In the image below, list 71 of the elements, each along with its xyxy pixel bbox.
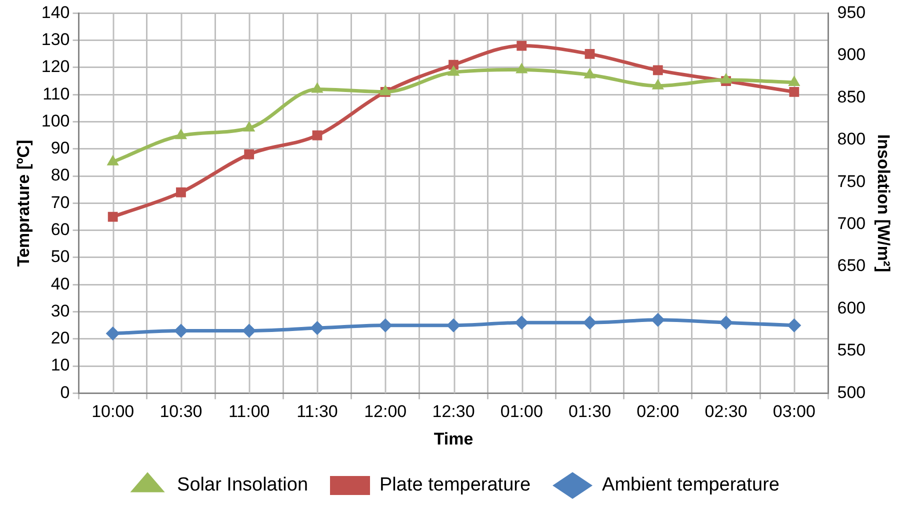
y-tick-label: 60 bbox=[50, 220, 70, 240]
x-tick-label: 02:00 bbox=[636, 402, 680, 422]
point bbox=[584, 68, 596, 78]
point bbox=[787, 318, 802, 332]
x-axis-title: Time bbox=[434, 429, 474, 448]
y-tick-label: 30 bbox=[50, 301, 70, 320]
x-tick-label: 01:30 bbox=[568, 402, 612, 422]
point bbox=[584, 48, 595, 59]
point bbox=[106, 326, 120, 340]
point bbox=[174, 324, 188, 338]
y-tick-label: 20 bbox=[50, 328, 70, 348]
y2-tick-label: 800 bbox=[837, 130, 866, 149]
x-tick-label: 02:30 bbox=[704, 402, 748, 422]
y-tick-label: 10 bbox=[50, 356, 70, 375]
x-tick-label: 03:00 bbox=[772, 402, 816, 422]
point bbox=[516, 40, 527, 51]
x-tick-label: 12:30 bbox=[432, 402, 475, 422]
y-tick-label: 40 bbox=[50, 274, 70, 294]
y-tick-label: 0 bbox=[60, 382, 70, 402]
legend-label: Solar Insolation bbox=[177, 474, 308, 496]
x-tick-label: 12:00 bbox=[364, 402, 407, 422]
point bbox=[788, 75, 800, 86]
y2-tick-label: 950 bbox=[837, 2, 866, 22]
y2-tick-label: 600 bbox=[837, 298, 866, 318]
x-tick-label: 11:00 bbox=[228, 402, 270, 422]
point bbox=[719, 316, 734, 330]
y2-axis-title: Insolation [W/m²] bbox=[874, 134, 894, 272]
point bbox=[108, 212, 118, 222]
point bbox=[446, 318, 460, 332]
point bbox=[514, 316, 529, 330]
point bbox=[174, 128, 188, 140]
y2-tick-label: 850 bbox=[837, 87, 866, 106]
point bbox=[516, 62, 528, 74]
y-tick-label: 130 bbox=[41, 30, 70, 50]
point bbox=[789, 86, 800, 97]
point bbox=[650, 312, 665, 327]
y-tick-label: 120 bbox=[41, 57, 70, 76]
x-tick-label: 01:00 bbox=[500, 402, 543, 422]
y-axis-title: Temprature [ºC] bbox=[14, 140, 33, 267]
point bbox=[106, 154, 119, 166]
point bbox=[378, 318, 392, 332]
x-tick-label: 10:00 bbox=[92, 402, 134, 422]
y2-tick-label: 550 bbox=[837, 340, 866, 360]
point bbox=[310, 321, 324, 336]
point bbox=[176, 187, 186, 198]
y-tick-label: 100 bbox=[41, 111, 70, 130]
y-tick-label: 90 bbox=[50, 138, 70, 158]
y2-tick-label: 650 bbox=[837, 256, 866, 276]
point bbox=[242, 324, 256, 338]
point bbox=[652, 65, 663, 76]
y2-tick-label: 500 bbox=[837, 382, 866, 402]
point bbox=[447, 65, 460, 76]
y2-tick-label: 900 bbox=[837, 45, 866, 64]
point bbox=[243, 121, 256, 132]
point bbox=[244, 149, 254, 160]
legend-label: Plate temperature bbox=[380, 474, 531, 496]
y-tick-label: 50 bbox=[50, 247, 70, 266]
y-tick-label: 80 bbox=[50, 166, 70, 185]
y-tick-label: 110 bbox=[42, 84, 70, 104]
legend-label: Ambient temperature bbox=[602, 474, 780, 496]
point bbox=[311, 82, 324, 93]
point bbox=[652, 78, 664, 90]
point bbox=[720, 72, 732, 84]
y2-tick-label: 700 bbox=[837, 214, 866, 233]
point bbox=[312, 130, 322, 140]
x-tick-label: 10:30 bbox=[160, 402, 202, 422]
y-tick-label: 70 bbox=[50, 192, 70, 212]
y-tick-label: 140 bbox=[41, 2, 70, 22]
x-tick-label: 11:30 bbox=[296, 402, 338, 422]
y2-tick-label: 750 bbox=[837, 172, 866, 191]
point bbox=[582, 316, 597, 330]
